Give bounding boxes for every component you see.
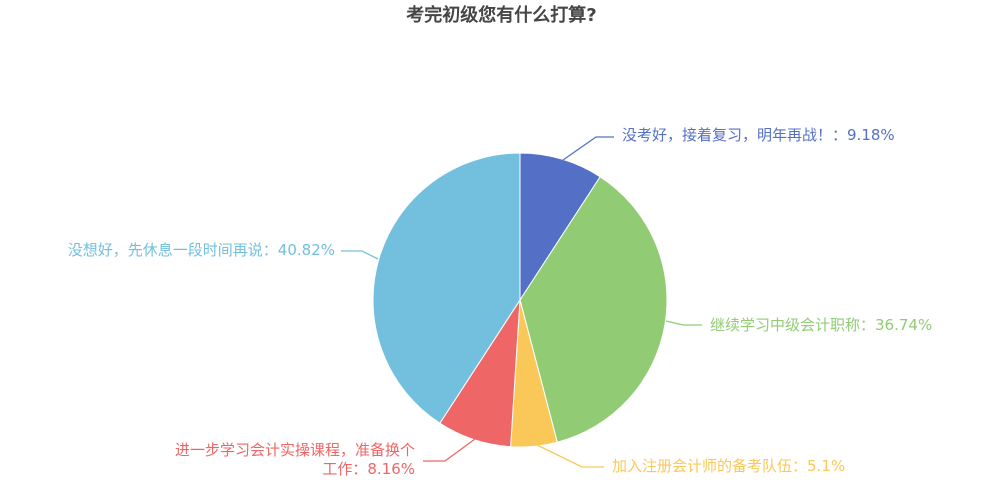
chart-title: 考完初级您有什么打算? bbox=[406, 5, 597, 26]
leader-line-3 bbox=[423, 438, 476, 462]
label-leader-lines bbox=[341, 136, 702, 468]
pie-slices bbox=[372, 152, 668, 448]
label-intermediate-accounting: 继续学习中级会计职称：36.74% bbox=[710, 316, 932, 335]
pie-slice-1[interactable] bbox=[519, 176, 668, 443]
label-text-line2: 工作：8.16% bbox=[322, 460, 415, 478]
label-retake-next-year: 没考好，接着复习，明年再战！：9.18% bbox=[622, 126, 895, 145]
pie-slice-4[interactable] bbox=[372, 152, 521, 424]
leader-line-2 bbox=[534, 443, 604, 468]
leader-line-0 bbox=[562, 136, 614, 161]
leader-line-1 bbox=[665, 320, 702, 326]
label-text: 没考好，接着复习，明年再战！：9.18% bbox=[622, 126, 895, 144]
label-text: 继续学习中级会计职称：36.74% bbox=[710, 316, 933, 334]
pie-slice-0[interactable] bbox=[519, 152, 601, 301]
label-text-line1: 进一步学习会计实操课程，准备换个 bbox=[174, 441, 415, 459]
label-cpa-prep: 加入注册会计师的备考队伍：5.1% bbox=[612, 457, 845, 476]
label-rest-first: 没想好，先休息一段时间再说：40.82% bbox=[68, 241, 335, 260]
label-text: 加入注册会计师的备考队伍：5.1% bbox=[612, 457, 846, 475]
label-practical-course-new-job: 进一步学习会计实操课程，准备换个 工作：8.16% bbox=[175, 441, 415, 479]
label-text: 没想好，先休息一段时间再说：40.82% bbox=[67, 241, 335, 259]
leader-line-4 bbox=[341, 250, 379, 260]
